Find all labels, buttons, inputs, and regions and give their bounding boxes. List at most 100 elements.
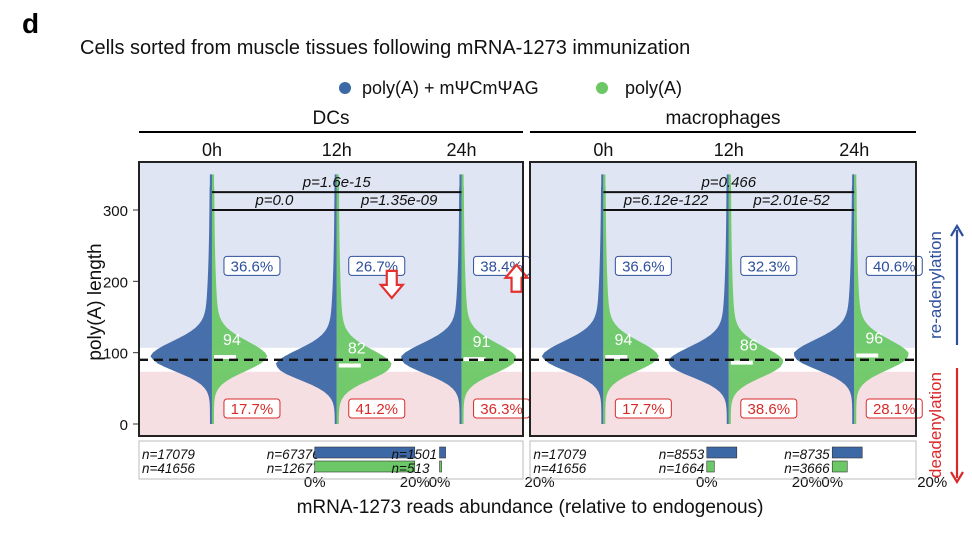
time-label: 12h <box>714 140 744 160</box>
time-label: 0h <box>593 140 613 160</box>
panel-frame <box>138 161 524 437</box>
panel-frame <box>529 161 917 437</box>
violin-half-unmodified <box>854 174 909 424</box>
y-tick-label: 300 <box>103 203 128 220</box>
n-unmodified-label: n=41656 <box>142 461 195 476</box>
bottom-pct-label: 17.7% <box>231 401 274 418</box>
violin-half-unmodified <box>211 174 268 424</box>
bottom-pct-box <box>223 398 281 419</box>
legend-marker-unmodified <box>596 82 608 94</box>
time-label: 12h <box>322 140 352 160</box>
violin-half-unmodified <box>603 174 659 424</box>
abundance-tick-20: 20% <box>400 474 430 491</box>
bottom-pct-box <box>865 398 923 419</box>
violin-half-modified <box>793 174 855 424</box>
median-label: 94 <box>223 332 241 349</box>
side-annotation-readenylation: re-adenylation <box>926 223 964 345</box>
pvalue-label: p=0.466 <box>700 174 756 191</box>
side-annotation-deadenylation: deadenylation <box>926 368 964 485</box>
abundance-bar-unmodified <box>439 460 442 473</box>
violin-half-modified <box>275 174 337 424</box>
y-tick-label: 200 <box>103 274 128 291</box>
deadenylation-label: deadenylation <box>926 372 945 478</box>
legend-label-modified: poly(A) + mΨCmΨAG <box>362 78 539 98</box>
n-unmodified-label: n=1664 <box>659 461 704 476</box>
bottom-pct-label: 17.7% <box>622 401 665 418</box>
violin-half-modified <box>150 174 212 424</box>
abundance-tick-20: 20% <box>792 474 822 491</box>
top-pct-box <box>740 255 798 276</box>
readenylation-arrowhead <box>950 223 964 237</box>
pvalue-label: p=1.35e-09 <box>360 192 438 209</box>
pvalue-label: p=2.01e-52 <box>752 192 830 209</box>
abundance-tick-0: 0% <box>821 474 843 491</box>
time-label: 0h <box>202 140 222 160</box>
abundance-bar-modified <box>706 446 738 459</box>
median-label: 86 <box>740 338 758 355</box>
facet-title: macrophages <box>665 108 780 129</box>
median-label: 91 <box>473 334 491 351</box>
median-label: 96 <box>865 331 883 348</box>
pvalue-label: p=6.12e-122 <box>623 192 709 209</box>
n-modified-label: n=17079 <box>142 447 195 462</box>
top-pct-label: 36.6% <box>231 258 274 275</box>
abundance-strip-frame <box>529 440 917 480</box>
facet-title: DCs <box>313 108 350 129</box>
pvalue-label: p=0.0 <box>254 192 294 209</box>
top-pct-box <box>614 255 672 276</box>
panel-label: d <box>22 8 39 39</box>
time-label: 24h <box>447 140 477 160</box>
facet-panel-0: DCs0h9436.6%17.7%n=17079n=4165612h8226.7… <box>138 108 555 491</box>
n-modified-label: n=8735 <box>784 447 830 462</box>
abundance-tick-0: 0% <box>304 474 326 491</box>
x-axis-label: mRNA-1273 reads abundance (relative to e… <box>297 497 764 518</box>
bottom-pct-label: 41.2% <box>355 401 398 418</box>
n-modified-label: n=67376 <box>267 447 320 462</box>
violin-half-unmodified <box>336 174 392 424</box>
top-pct-label: 32.3% <box>748 258 791 275</box>
top-pct-box <box>865 255 923 276</box>
time-label: 24h <box>839 140 869 160</box>
abundance-bar-modified <box>831 446 863 459</box>
n-unmodified-label: n=513 <box>392 461 430 476</box>
n-unmodified-label: n=41656 <box>533 461 586 476</box>
bottom-pct-label: 28.1% <box>873 401 916 418</box>
abundance-bar-unmodified <box>831 460 848 473</box>
chart-root: 0100200300DCs0h9436.6%17.7%n=17079n=4165… <box>103 108 947 491</box>
y-axis-label: poly(A) length <box>85 243 106 360</box>
decrease-arrow-icon <box>378 269 406 300</box>
n-modified-label: n=1501 <box>392 447 437 462</box>
median-label: 82 <box>348 341 366 358</box>
n-unmodified-label: n=12677 <box>267 461 320 476</box>
readenylation-label: re-adenylation <box>926 231 945 339</box>
violin-half-modified <box>541 174 604 424</box>
violin-half-modified <box>401 174 462 424</box>
n-unmodified-label: n=3666 <box>784 461 830 476</box>
violin-half-modified <box>668 174 729 424</box>
abundance-tick-0: 0% <box>429 474 451 491</box>
n-modified-label: n=17079 <box>533 447 586 462</box>
median-label: 94 <box>614 332 632 349</box>
deadenylation-arrowhead <box>950 471 964 485</box>
legend: poly(A) + mΨCmΨAG poly(A) <box>339 78 682 98</box>
abundance-strip-frame <box>138 440 524 480</box>
top-pct-box <box>223 255 281 276</box>
y-tick-label: 0 <box>120 417 128 434</box>
bottom-pct-box <box>348 398 406 419</box>
violin-half-unmodified <box>461 174 516 424</box>
bottom-pct-box <box>740 398 798 419</box>
bottom-pct-box <box>614 398 672 419</box>
bottom-pct-label: 36.3% <box>480 401 523 418</box>
abundance-bar-unmodified <box>706 460 715 473</box>
abundance-tick-20: 20% <box>917 474 947 491</box>
abundance-bar-unmodified <box>314 460 416 473</box>
abundance-tick-20: 20% <box>525 474 555 491</box>
n-modified-label: n=8553 <box>659 447 705 462</box>
